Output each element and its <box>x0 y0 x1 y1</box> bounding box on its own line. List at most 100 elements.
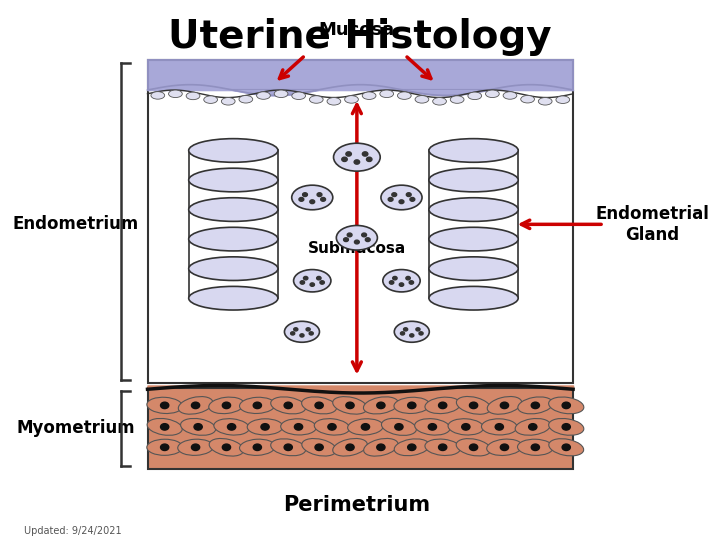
Ellipse shape <box>186 92 200 100</box>
Circle shape <box>365 238 370 241</box>
Circle shape <box>408 444 416 450</box>
Circle shape <box>531 402 539 409</box>
Ellipse shape <box>189 168 278 192</box>
Ellipse shape <box>333 143 380 171</box>
Circle shape <box>300 334 304 337</box>
Ellipse shape <box>364 397 398 414</box>
Circle shape <box>354 160 359 164</box>
Circle shape <box>310 283 315 286</box>
Circle shape <box>362 152 368 156</box>
Ellipse shape <box>292 92 305 99</box>
Ellipse shape <box>189 257 278 280</box>
Ellipse shape <box>425 439 460 455</box>
Circle shape <box>495 424 503 430</box>
Text: Submucosa: Submucosa <box>307 241 406 256</box>
Ellipse shape <box>239 96 253 103</box>
Ellipse shape <box>209 397 244 414</box>
Ellipse shape <box>429 227 518 251</box>
Ellipse shape <box>336 226 377 250</box>
Ellipse shape <box>429 198 518 221</box>
Text: Endometrial
Gland: Endometrial Gland <box>595 205 709 244</box>
Ellipse shape <box>147 439 182 455</box>
Ellipse shape <box>271 397 306 414</box>
Ellipse shape <box>394 397 430 414</box>
Bar <box>148 60 573 90</box>
Ellipse shape <box>456 396 491 414</box>
Circle shape <box>469 444 477 450</box>
Ellipse shape <box>521 96 534 103</box>
Ellipse shape <box>333 396 367 414</box>
Circle shape <box>222 402 230 409</box>
Circle shape <box>192 444 199 450</box>
Circle shape <box>328 424 336 430</box>
Circle shape <box>302 193 307 197</box>
Circle shape <box>343 238 348 241</box>
Circle shape <box>462 424 470 430</box>
Ellipse shape <box>518 397 553 414</box>
Circle shape <box>222 444 230 450</box>
Ellipse shape <box>345 96 359 103</box>
Circle shape <box>161 424 168 430</box>
Ellipse shape <box>383 269 420 292</box>
Circle shape <box>284 444 292 450</box>
Bar <box>148 388 573 469</box>
Circle shape <box>410 198 415 201</box>
Ellipse shape <box>271 439 306 456</box>
Circle shape <box>228 424 235 430</box>
Ellipse shape <box>415 418 450 435</box>
Circle shape <box>294 424 302 430</box>
Circle shape <box>291 332 294 335</box>
Circle shape <box>317 276 321 280</box>
Ellipse shape <box>503 92 517 99</box>
Ellipse shape <box>429 257 518 280</box>
Ellipse shape <box>181 418 216 435</box>
Circle shape <box>562 402 570 409</box>
Ellipse shape <box>397 92 411 99</box>
Ellipse shape <box>284 321 320 342</box>
Ellipse shape <box>214 418 249 435</box>
Ellipse shape <box>549 438 584 456</box>
Circle shape <box>409 281 413 284</box>
Ellipse shape <box>189 286 278 310</box>
Circle shape <box>395 424 403 430</box>
Circle shape <box>310 200 315 204</box>
Ellipse shape <box>151 92 165 99</box>
Ellipse shape <box>310 96 323 103</box>
Circle shape <box>377 402 385 409</box>
Circle shape <box>320 281 324 284</box>
Circle shape <box>377 444 385 450</box>
Ellipse shape <box>292 185 333 210</box>
Ellipse shape <box>429 168 518 192</box>
Text: Uterine Histology: Uterine Histology <box>168 17 552 56</box>
Ellipse shape <box>189 227 278 251</box>
Ellipse shape <box>485 90 499 98</box>
Ellipse shape <box>380 90 394 98</box>
Circle shape <box>500 402 508 409</box>
Circle shape <box>261 424 269 430</box>
Circle shape <box>354 240 359 244</box>
Ellipse shape <box>450 96 464 103</box>
Ellipse shape <box>189 198 278 221</box>
Ellipse shape <box>178 439 213 455</box>
Ellipse shape <box>204 96 217 103</box>
Ellipse shape <box>556 96 570 104</box>
Ellipse shape <box>168 90 182 98</box>
Circle shape <box>562 424 570 430</box>
Ellipse shape <box>364 438 398 456</box>
Circle shape <box>161 444 168 450</box>
Ellipse shape <box>240 397 275 414</box>
Circle shape <box>528 424 537 430</box>
Ellipse shape <box>247 419 283 435</box>
Circle shape <box>294 328 298 331</box>
Circle shape <box>192 402 199 409</box>
Circle shape <box>253 402 261 409</box>
Text: Myometrium: Myometrium <box>16 420 135 437</box>
Bar <box>148 60 573 383</box>
Ellipse shape <box>240 439 275 455</box>
Ellipse shape <box>381 185 422 210</box>
Circle shape <box>300 281 305 284</box>
Circle shape <box>388 198 393 201</box>
Circle shape <box>392 276 397 280</box>
Ellipse shape <box>433 98 446 105</box>
Circle shape <box>303 276 308 280</box>
